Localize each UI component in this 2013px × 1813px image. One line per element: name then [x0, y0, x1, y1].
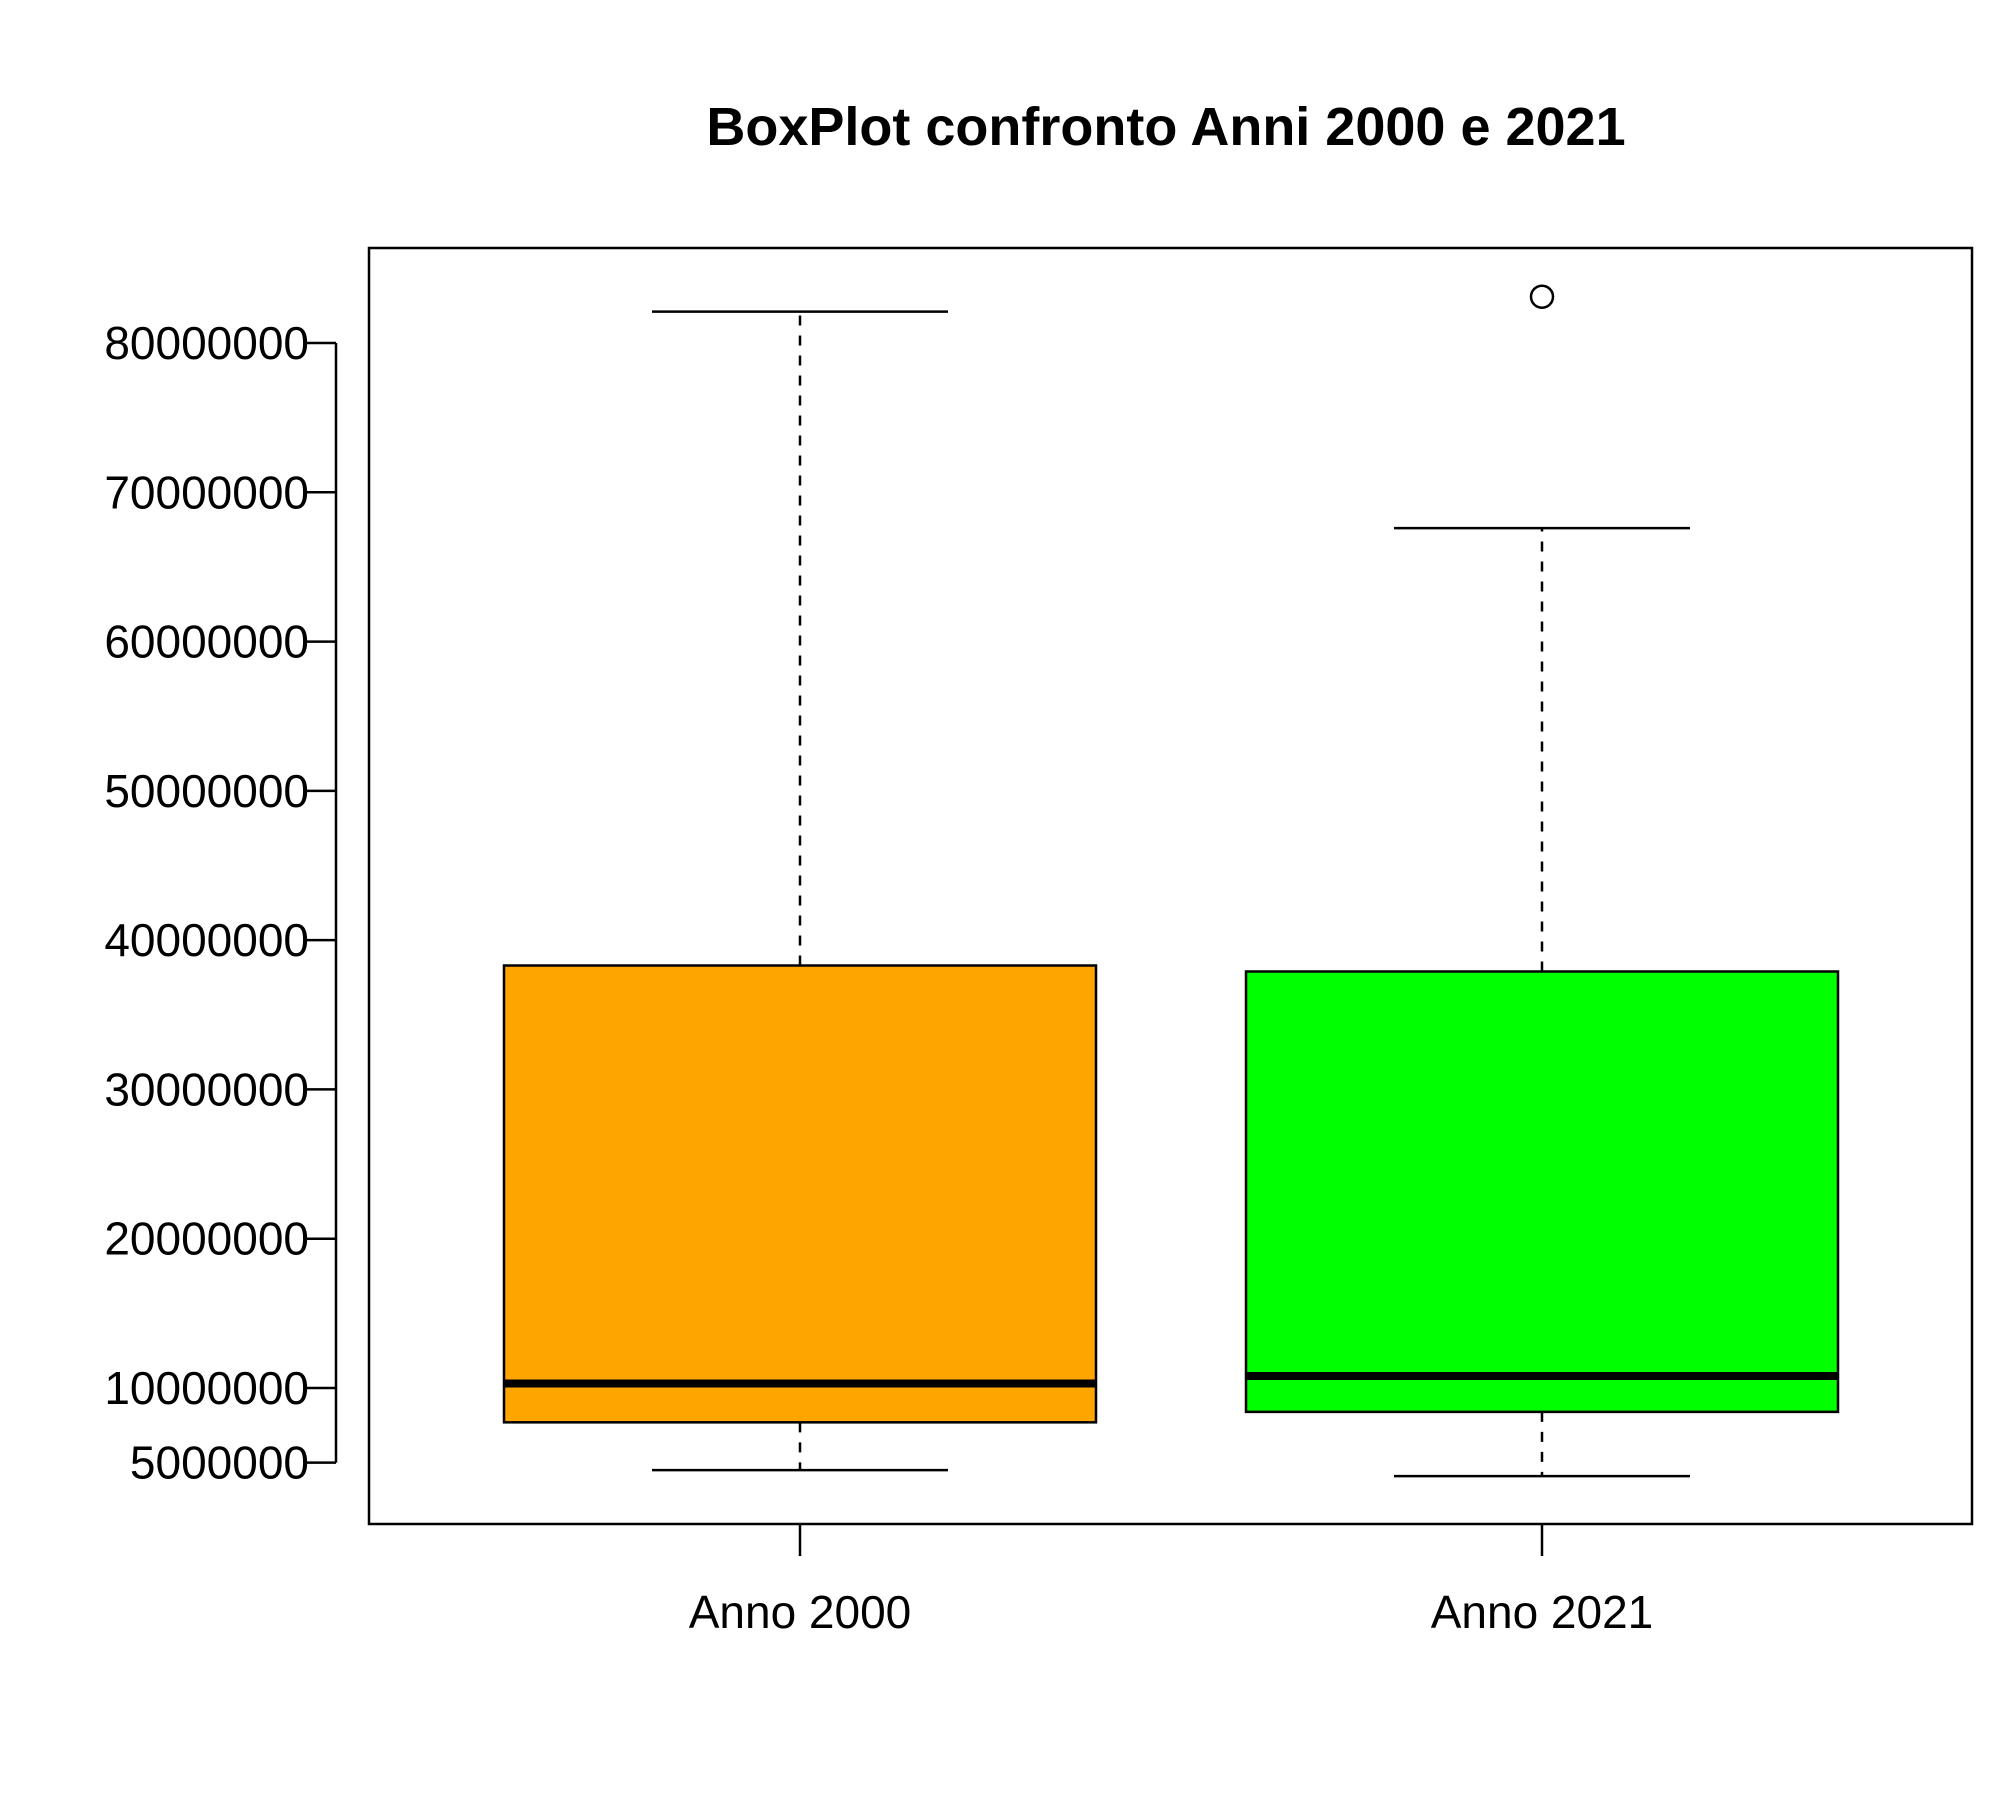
boxes-layer — [502, 284, 1840, 1478]
y-tick-label: 70000000 — [104, 466, 309, 518]
y-tick-label: 10000000 — [104, 1362, 309, 1414]
y-tick-label: 50000000 — [104, 765, 309, 817]
box-anno-2000 — [502, 310, 1098, 1472]
x-axis: Anno 2000 Anno 2021 — [689, 1524, 1654, 1638]
y-axis: 5000000 10000000 20000000 30000000 40000000 5… — [104, 317, 338, 1489]
outlier-point — [1529, 284, 1555, 309]
y-tick-label: 80000000 — [104, 317, 309, 369]
box-iqr — [502, 964, 1098, 1424]
y-tick-label: 40000000 — [104, 914, 309, 966]
y-tick-label: 20000000 — [104, 1213, 309, 1265]
x-tick-label: Anno 2000 — [689, 1586, 912, 1638]
x-tick-label: Anno 2021 — [1431, 1586, 1654, 1638]
chart-title: BoxPlot confronto Anni 2000 e 2021 — [706, 97, 1625, 157]
box-anno-2021 — [1244, 284, 1840, 1478]
y-tick-label: 60000000 — [104, 616, 309, 668]
plot-frame — [367, 246, 1974, 1526]
y-tick-label: 5000000 — [130, 1437, 309, 1489]
y-tick-label: 30000000 — [104, 1063, 309, 1115]
box-iqr — [1244, 970, 1840, 1414]
